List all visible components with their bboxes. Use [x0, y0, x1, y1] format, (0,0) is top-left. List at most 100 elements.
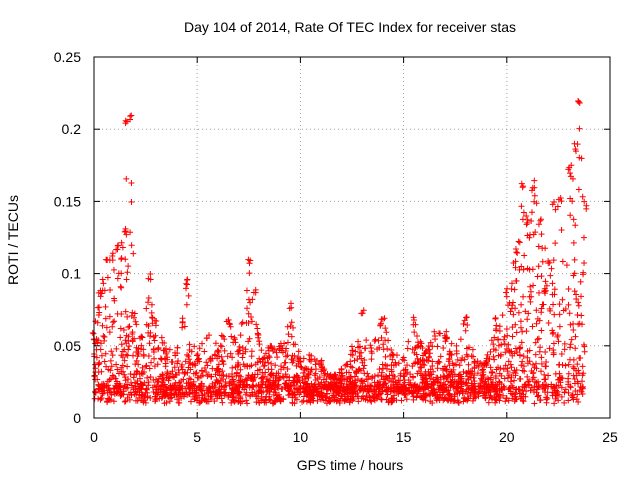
- data-point: [335, 383, 342, 390]
- data-point: [567, 321, 574, 328]
- data-point: [411, 360, 418, 367]
- data-point: [519, 387, 526, 394]
- data-point: [114, 310, 121, 317]
- data-point: [110, 398, 117, 405]
- data-point: [239, 354, 246, 361]
- data-point: [267, 371, 274, 378]
- data-point: [405, 338, 412, 345]
- data-point: [273, 349, 280, 356]
- data-point: [536, 348, 543, 355]
- data-point: [278, 366, 285, 373]
- data-point: [445, 378, 452, 385]
- data-point: [138, 392, 145, 399]
- data-point: [133, 357, 140, 364]
- data-point: [114, 366, 121, 373]
- data-point: [517, 395, 524, 402]
- data-point: [529, 184, 536, 191]
- data-point: [448, 379, 455, 386]
- data-point: [243, 287, 250, 294]
- data-point: [186, 385, 193, 392]
- data-point: [267, 397, 274, 404]
- data-point: [542, 376, 549, 383]
- data-point: [339, 388, 346, 395]
- data-point: [311, 372, 318, 379]
- axis-ticks: [93, 56, 611, 419]
- data-point: [330, 375, 337, 382]
- data-point: [107, 357, 114, 364]
- data-point: [118, 270, 125, 277]
- data-point: [580, 383, 587, 390]
- data-point: [569, 198, 576, 205]
- data-point: [378, 396, 385, 403]
- data-point: [232, 339, 239, 346]
- data-point: [123, 276, 130, 283]
- data-point: [382, 325, 389, 332]
- data-point: [139, 364, 146, 371]
- data-point: [436, 397, 443, 404]
- data-point: [360, 378, 367, 385]
- data-point: [300, 369, 307, 376]
- data-point: [113, 345, 120, 352]
- data-point: [557, 194, 564, 201]
- data-point: [414, 359, 421, 366]
- data-point: [493, 322, 500, 329]
- data-point: [95, 311, 102, 318]
- data-point: [437, 353, 444, 360]
- data-point: [261, 354, 268, 361]
- data-point: [172, 380, 179, 387]
- data-point: [288, 304, 295, 311]
- data-point: [567, 344, 574, 351]
- data-point: [196, 345, 203, 352]
- data-point: [274, 354, 281, 361]
- data-point: [123, 340, 130, 347]
- data-point: [539, 385, 546, 392]
- data-point: [493, 366, 500, 373]
- data-point: [558, 350, 565, 357]
- data-point: [119, 244, 126, 251]
- data-point: [449, 360, 456, 367]
- data-point: [538, 231, 545, 238]
- data-point: [152, 396, 159, 403]
- data-point: [440, 344, 447, 351]
- data-point: [118, 341, 125, 348]
- data-point: [465, 361, 472, 368]
- data-point: [404, 345, 411, 352]
- data-point: [359, 310, 366, 317]
- data-point: [384, 362, 391, 369]
- data-point: [298, 364, 305, 371]
- data-point: [443, 335, 450, 342]
- x-tick-label: 10: [293, 429, 309, 445]
- data-point: [368, 345, 375, 352]
- data-point: [558, 227, 565, 234]
- data-point: [361, 345, 368, 352]
- data-point: [579, 390, 586, 397]
- data-point: [354, 376, 361, 383]
- data-point: [552, 206, 559, 213]
- data-point: [300, 355, 307, 362]
- data-point: [509, 302, 516, 309]
- data-point: [532, 351, 539, 358]
- data-point: [520, 293, 527, 300]
- data-point: [248, 373, 255, 380]
- data-point: [446, 350, 453, 357]
- data-point: [192, 389, 199, 396]
- data-point: [288, 319, 295, 326]
- data-point: [416, 393, 423, 400]
- data-point: [100, 280, 107, 287]
- data-point: [545, 260, 552, 267]
- data-point: [335, 375, 342, 382]
- data-point: [109, 252, 116, 259]
- data-point: [558, 198, 565, 205]
- data-point: [334, 397, 341, 404]
- data-point: [140, 398, 147, 405]
- data-point: [97, 293, 104, 300]
- data-point: [500, 366, 507, 373]
- data-point: [268, 366, 275, 373]
- data-point: [520, 209, 527, 216]
- data-point: [512, 390, 519, 397]
- data-point: [523, 388, 530, 395]
- data-point: [102, 350, 109, 357]
- data-point: [513, 329, 520, 336]
- data-point: [346, 387, 353, 394]
